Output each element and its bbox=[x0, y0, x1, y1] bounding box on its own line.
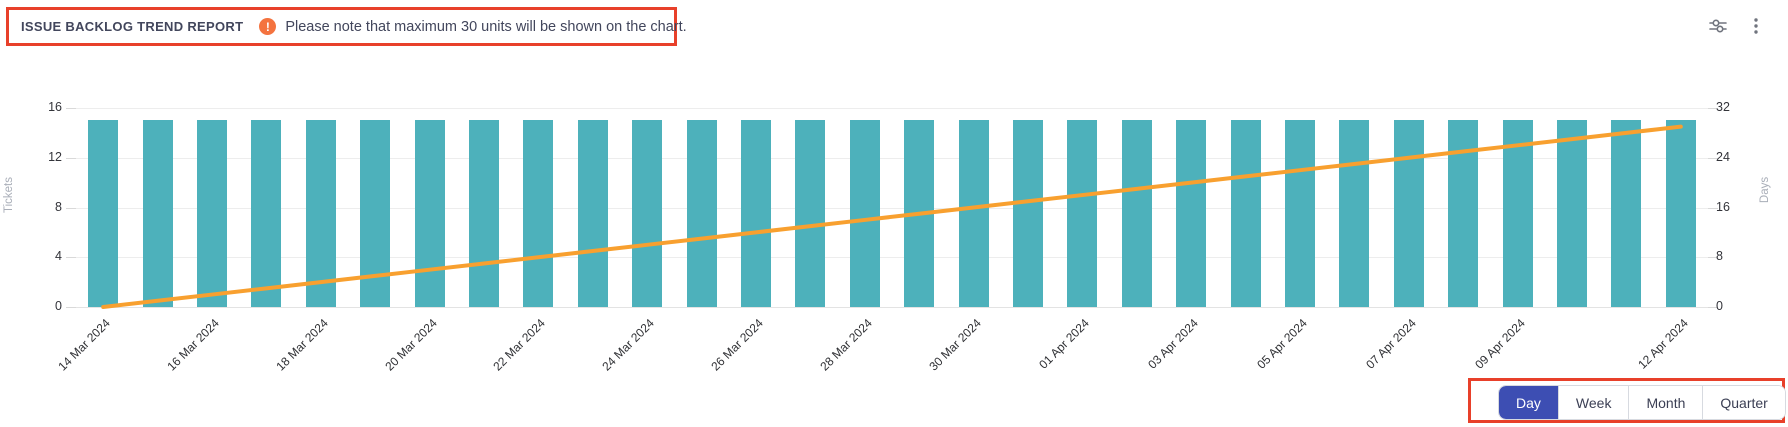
right-axis-tick-label: 24 bbox=[1716, 149, 1730, 164]
x-axis-label: 03 Apr 2024 bbox=[1145, 316, 1202, 372]
bar-04 Apr 2024[interactable] bbox=[1230, 120, 1261, 307]
x-axis-label: 22 Mar 2024 bbox=[490, 316, 549, 374]
left-axis-tick-label: 12 bbox=[48, 149, 62, 164]
left-axis-tick-label: 0 bbox=[55, 299, 62, 313]
bar-14 Mar 2024[interactable] bbox=[88, 120, 119, 307]
x-axis-label: 26 Mar 2024 bbox=[708, 316, 766, 374]
x-axis-label: 01 Apr 2024 bbox=[1036, 316, 1093, 372]
bar-20 Mar 2024[interactable] bbox=[414, 120, 445, 307]
bar-10 Apr 2024[interactable] bbox=[1557, 120, 1587, 307]
right-axis-tick bbox=[1708, 108, 1718, 109]
right-axis-tick bbox=[1708, 307, 1718, 308]
bar-31 Mar 2024[interactable] bbox=[1013, 120, 1043, 307]
period-switcher: Day Week Month Quarter bbox=[1498, 385, 1786, 420]
gridline bbox=[76, 108, 1708, 109]
left-axis-tick bbox=[66, 157, 76, 159]
period-button-month[interactable]: Month bbox=[1628, 386, 1703, 419]
left-axis-tick bbox=[66, 207, 76, 209]
bar-23 Mar 2024[interactable] bbox=[577, 120, 608, 307]
kebab-menu-icon[interactable] bbox=[1744, 14, 1768, 38]
right-axis-tick-label: 0 bbox=[1716, 299, 1723, 313]
right-axis-tick-label: 8 bbox=[1716, 249, 1723, 264]
period-button-week[interactable]: Week bbox=[1557, 386, 1629, 419]
left-axis-tick-label: 16 bbox=[48, 100, 62, 114]
x-axis-label: 14 Mar 2024 bbox=[55, 316, 114, 374]
right-axis-tick-label: 32 bbox=[1716, 100, 1730, 114]
period-button-quarter[interactable]: Quarter bbox=[1702, 386, 1785, 419]
gridline bbox=[76, 307, 1708, 308]
right-axis-title: Days bbox=[1759, 176, 1772, 204]
x-axis-label: 28 Mar 2024 bbox=[817, 316, 875, 374]
left-axis-tick-label: 4 bbox=[55, 249, 62, 264]
annotation-box-header: ISSUE BACKLOG TREND REPORT ! Please note… bbox=[6, 7, 687, 46]
bar-17 Mar 2024[interactable] bbox=[251, 120, 282, 307]
max-units-note: Please note that maximum 30 units will b… bbox=[285, 18, 687, 35]
warning-circle-icon: ! bbox=[259, 18, 277, 35]
bar-19 Mar 2024[interactable] bbox=[360, 120, 391, 307]
x-axis-label: 16 Mar 2024 bbox=[164, 316, 222, 374]
sliders-icon[interactable] bbox=[1706, 14, 1730, 38]
bar-27 Mar 2024[interactable] bbox=[795, 120, 826, 307]
right-axis-tick bbox=[1708, 157, 1718, 159]
bar-18 Mar 2024[interactable] bbox=[305, 120, 336, 307]
bar-01 Apr 2024[interactable] bbox=[1067, 120, 1098, 307]
page-title: ISSUE BACKLOG TREND REPORT bbox=[21, 19, 244, 34]
left-axis-title: Tickets bbox=[3, 177, 15, 213]
bar-09 Apr 2024[interactable] bbox=[1502, 120, 1533, 307]
bar-24 Mar 2024[interactable] bbox=[632, 120, 663, 307]
left-axis-tick-label: 8 bbox=[55, 199, 62, 214]
x-axis-label: 30 Mar 2024 bbox=[925, 316, 984, 374]
bar-05 Apr 2024[interactable] bbox=[1285, 120, 1315, 307]
bar-02 Apr 2024[interactable] bbox=[1121, 120, 1152, 307]
bar-08 Apr 2024[interactable] bbox=[1448, 120, 1479, 307]
widget-toolbar bbox=[1706, 14, 1768, 38]
left-axis-tick bbox=[66, 108, 76, 109]
left-axis-tick bbox=[66, 307, 76, 308]
bar-25 Mar 2024[interactable] bbox=[686, 120, 717, 307]
bar-12 Apr 2024[interactable] bbox=[1665, 120, 1696, 307]
right-axis-tick bbox=[1708, 257, 1718, 259]
bar-06 Apr 2024[interactable] bbox=[1339, 120, 1370, 307]
bar-28 Mar 2024[interactable] bbox=[849, 120, 880, 307]
x-axis-label: 24 Mar 2024 bbox=[599, 316, 658, 374]
bar-21 Mar 2024[interactable] bbox=[469, 120, 499, 307]
x-axis-label: 05 Apr 2024 bbox=[1254, 316, 1310, 372]
bar-15 Mar 2024[interactable] bbox=[142, 120, 173, 307]
bar-22 Mar 2024[interactable] bbox=[523, 120, 554, 307]
right-axis-tick bbox=[1708, 207, 1718, 209]
left-axis-tick bbox=[66, 257, 76, 259]
x-axis-label: 20 Mar 2024 bbox=[381, 316, 440, 374]
bar-26 Mar 2024[interactable] bbox=[741, 120, 771, 307]
bar-30 Mar 2024[interactable] bbox=[958, 120, 989, 307]
bar-07 Apr 2024[interactable] bbox=[1393, 120, 1424, 307]
bar-16 Mar 2024[interactable] bbox=[197, 120, 227, 307]
bar-11 Apr 2024[interactable] bbox=[1611, 120, 1642, 307]
period-button-day[interactable]: Day bbox=[1499, 386, 1558, 419]
x-axis-label: 18 Mar 2024 bbox=[273, 316, 331, 374]
bar-03 Apr 2024[interactable] bbox=[1176, 120, 1207, 307]
x-axis-label: 07 Apr 2024 bbox=[1363, 316, 1419, 372]
right-axis-tick-label: 16 bbox=[1716, 199, 1730, 214]
bar-29 Mar 2024[interactable] bbox=[904, 120, 935, 307]
